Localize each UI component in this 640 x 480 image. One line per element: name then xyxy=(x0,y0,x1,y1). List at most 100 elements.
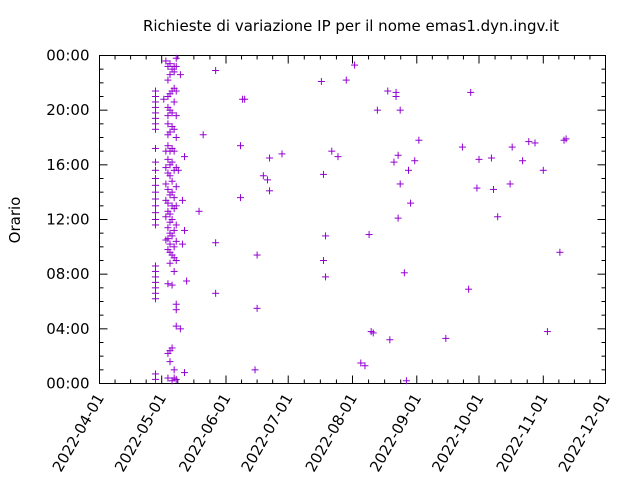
y-axis-label: Orario xyxy=(6,197,24,244)
data-point-plus xyxy=(164,199,172,207)
data-point-plus xyxy=(170,125,178,133)
data-point-plus xyxy=(241,95,249,103)
data-point-plus xyxy=(151,202,159,210)
data-point-plus xyxy=(164,155,172,163)
data-point-plus xyxy=(181,226,189,234)
y-tick-label: 00:00 xyxy=(46,375,89,393)
data-point-plus xyxy=(525,138,533,146)
data-point-plus xyxy=(411,157,419,165)
data-point-plus xyxy=(392,93,400,100)
data-point-plus xyxy=(278,150,286,158)
data-point-plus xyxy=(151,158,159,166)
data-point-plus xyxy=(166,240,174,248)
data-point-plus xyxy=(168,109,176,117)
data-point-plus xyxy=(181,369,189,377)
data-point-plus xyxy=(490,185,498,193)
x-tick-label: 2022-04-01 xyxy=(49,391,108,476)
data-point-plus xyxy=(151,209,159,217)
data-point-plus xyxy=(415,136,423,144)
data-point-plus xyxy=(166,210,174,218)
data-points xyxy=(151,54,570,385)
y-axis-ticks: 00:00 04:00 08:00 12:00 16:00 20:00 00:00 xyxy=(46,47,606,393)
data-point-plus xyxy=(473,184,481,192)
data-point-plus xyxy=(172,62,180,70)
data-point-plus xyxy=(266,187,274,195)
data-point-plus xyxy=(365,231,373,239)
data-point-plus xyxy=(199,131,207,139)
data-point-plus xyxy=(237,142,245,150)
data-point-plus xyxy=(361,362,369,370)
data-point-plus xyxy=(172,112,180,120)
data-point-plus xyxy=(384,87,392,95)
data-point-plus xyxy=(396,180,404,188)
data-point-plus xyxy=(394,214,402,222)
data-point-plus xyxy=(151,166,159,174)
data-point-plus xyxy=(172,183,180,191)
data-point-plus xyxy=(195,207,203,215)
data-point-plus xyxy=(394,151,402,159)
data-point-plus xyxy=(442,334,450,342)
data-point-plus xyxy=(556,248,564,256)
data-point-plus xyxy=(390,158,398,166)
data-point-plus xyxy=(342,76,350,84)
x-tick-label: 2022-07-01 xyxy=(237,391,296,476)
data-point-plus xyxy=(172,375,180,383)
data-point-plus xyxy=(164,374,172,382)
data-point-plus xyxy=(164,112,172,120)
data-point-plus xyxy=(506,180,514,188)
data-point-plus xyxy=(162,164,170,172)
x-tick-label: 2022-10-01 xyxy=(428,391,487,476)
data-point-plus xyxy=(166,60,174,68)
data-point-plus xyxy=(151,262,159,270)
data-point-plus xyxy=(170,147,178,155)
data-point-plus xyxy=(172,87,180,95)
data-point-plus xyxy=(357,359,365,367)
data-point-plus xyxy=(160,95,168,103)
data-point-plus xyxy=(178,240,186,248)
x-tick-label: 2022-06-01 xyxy=(175,391,234,476)
data-point-plus xyxy=(170,98,178,106)
y-tick-label: 00:00 xyxy=(46,47,89,65)
data-point-plus xyxy=(259,172,267,180)
data-point-plus xyxy=(251,366,259,374)
data-point-plus xyxy=(176,325,184,333)
data-point-plus xyxy=(508,143,516,151)
data-point-plus xyxy=(168,158,176,166)
x-tick-label: 2022-09-01 xyxy=(366,391,425,476)
data-point-plus xyxy=(164,120,172,128)
data-point-plus xyxy=(172,221,180,229)
x-tick-label: 2022-12-01 xyxy=(555,391,614,476)
data-point-plus xyxy=(172,322,180,330)
data-point-plus xyxy=(164,224,172,232)
chart-title: Richieste di variazione IP per il nome e… xyxy=(143,17,559,35)
data-point-plus xyxy=(402,377,410,385)
data-point-plus xyxy=(151,216,159,223)
data-point-plus xyxy=(172,134,180,141)
data-point-plus xyxy=(168,344,176,352)
y-tick-label: 08:00 xyxy=(46,265,89,283)
data-point-plus xyxy=(151,188,159,196)
x-axis-ticks: 2022-04-01 2022-05-01 2022-06-01 2022-07-01… xyxy=(49,55,614,476)
data-point-plus xyxy=(494,213,502,221)
data-point-plus xyxy=(164,142,172,150)
data-point-plus xyxy=(172,300,180,308)
data-point-plus xyxy=(170,194,178,202)
data-point-plus xyxy=(168,188,176,196)
data-point-plus xyxy=(396,106,404,114)
data-point-plus xyxy=(319,257,327,264)
data-point-plus xyxy=(467,88,475,96)
data-point-plus xyxy=(322,273,330,281)
data-point-plus xyxy=(386,336,394,344)
data-point-plus xyxy=(151,144,159,152)
data-point-plus xyxy=(151,370,159,378)
data-point-plus xyxy=(168,232,176,240)
data-point-plus xyxy=(369,329,377,337)
data-point-plus xyxy=(404,166,412,174)
data-point-plus xyxy=(212,289,220,297)
data-point-plus xyxy=(168,281,176,289)
x-tick-label: 2022-11-01 xyxy=(493,391,552,476)
data-point-plus xyxy=(151,195,159,203)
data-point-plus xyxy=(174,166,182,174)
data-point-plus xyxy=(237,194,245,202)
data-point-plus xyxy=(539,166,547,174)
